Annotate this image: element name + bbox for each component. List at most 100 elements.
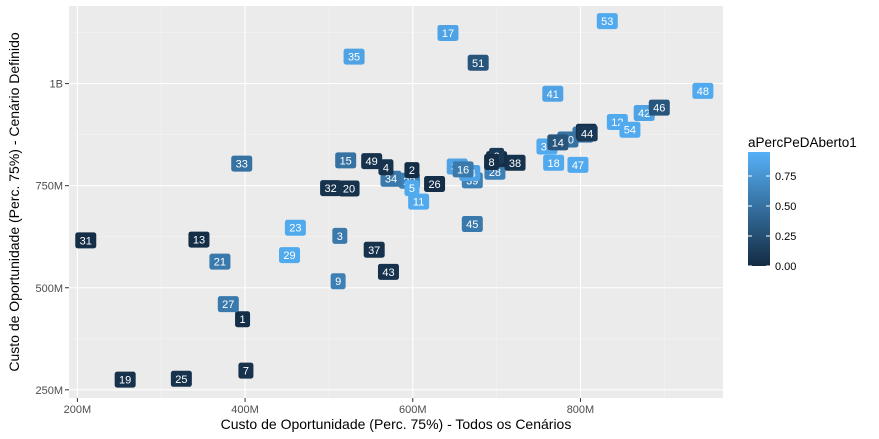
- data-point-label: 2: [409, 165, 415, 177]
- data-point-box: [114, 371, 136, 388]
- data-point-label: 18: [548, 158, 560, 170]
- data-point-box: [452, 161, 474, 178]
- data-point-box: [424, 176, 446, 193]
- data-point-14: 14: [547, 134, 569, 151]
- data-point-3: 3: [332, 227, 348, 244]
- data-point-44: 44: [576, 125, 598, 142]
- data-point-label: 1: [239, 314, 245, 326]
- data-point-16: 16: [452, 161, 474, 178]
- data-point-label: 41: [547, 89, 559, 101]
- data-point-38: 38: [504, 154, 526, 171]
- data-point-4: 4: [378, 159, 394, 176]
- data-point-32: 32: [320, 180, 342, 197]
- y-tick-label: 250M: [35, 385, 63, 397]
- data-point-box: [547, 134, 569, 151]
- data-point-box: [377, 263, 399, 280]
- y-axis-ticks: 250M 500M 750M 1B: [35, 79, 69, 397]
- data-point-label: 48: [697, 86, 709, 98]
- data-point-box: [361, 153, 383, 170]
- legend-tick-label: 0.00: [775, 261, 796, 273]
- data-point-box: [75, 232, 97, 249]
- data-point-label: 3: [337, 231, 343, 243]
- data-point-37: 37: [363, 241, 385, 258]
- grid-major: [69, 6, 723, 398]
- data-point-43: 43: [377, 263, 399, 280]
- plot-panel: [69, 6, 723, 398]
- data-point-46: 46: [648, 99, 670, 116]
- data-point-17: 17: [437, 24, 459, 41]
- data-point-label: 4: [383, 162, 389, 174]
- data-point-box: [619, 121, 641, 138]
- data-point-18: 18: [543, 154, 565, 171]
- data-point-label: 34: [385, 174, 397, 186]
- x-tick-label: 800M: [567, 404, 595, 416]
- data-point-label: 25: [175, 374, 187, 386]
- data-point-box: [330, 273, 346, 290]
- data-point-49: 49: [361, 153, 383, 170]
- data-point-box: [335, 152, 357, 169]
- data-point-box: [378, 159, 394, 176]
- grid-minor: [69, 6, 723, 398]
- data-point-51: 51: [467, 54, 489, 71]
- data-point-box: [543, 154, 565, 171]
- data-point-label: 5: [409, 183, 415, 195]
- data-point-label: 29: [283, 250, 295, 262]
- data-point-label: 45: [466, 219, 478, 231]
- legend-tick-label: 0.25: [775, 231, 796, 243]
- data-point-19: 19: [114, 371, 136, 388]
- data-point-box: [596, 13, 618, 30]
- data-point-label: 35: [348, 52, 360, 64]
- data-point-8: 8: [484, 153, 500, 170]
- data-point-box: [332, 227, 348, 244]
- data-point-27: 27: [217, 296, 239, 313]
- data-point-box: [461, 216, 483, 233]
- legend-tick-label: 0.50: [775, 201, 796, 213]
- data-point-label: 14: [552, 137, 564, 149]
- data-point-7: 7: [238, 362, 254, 379]
- data-point-23: 23: [284, 219, 306, 236]
- data-point-label: 49: [366, 156, 378, 168]
- data-point-9: 9: [330, 273, 346, 290]
- data-point-box: [484, 153, 500, 170]
- data-point-26: 26: [424, 176, 446, 193]
- data-point-box: [217, 296, 239, 313]
- legend-tick-label: 0.75: [775, 171, 796, 183]
- data-point-box: [576, 125, 598, 142]
- data-point-label: 11: [413, 197, 424, 209]
- data-point-29: 29: [279, 247, 301, 264]
- data-point-box: [404, 180, 420, 197]
- data-point-35: 35: [343, 48, 365, 65]
- data-point-label: 46: [653, 103, 665, 115]
- y-tick-label: 1B: [50, 79, 63, 91]
- data-point-label: 32: [324, 183, 336, 195]
- x-axis-title: Custo de Oportunidade (Perc. 75%) - Todo…: [221, 416, 572, 432]
- data-point-45: 45: [461, 216, 483, 233]
- data-point-13: 13: [188, 231, 210, 248]
- data-point-5: 5: [404, 180, 420, 197]
- data-point-box: [692, 82, 714, 99]
- data-point-label: 20: [343, 184, 355, 196]
- data-point-20: 20: [338, 180, 360, 197]
- data-point-label: 47: [572, 160, 584, 172]
- data-point-label: 27: [222, 299, 234, 311]
- y-axis-title: Custo de Oportunidade (Perc. 75%) - Cená…: [6, 32, 22, 372]
- data-point-box: [231, 155, 253, 172]
- data-point-label: 44: [581, 128, 593, 140]
- data-point-box: [567, 156, 589, 173]
- data-point-box: [437, 24, 459, 41]
- data-point-label: 38: [509, 158, 521, 170]
- data-point-label: 15: [340, 155, 352, 167]
- data-point-label: 43: [382, 267, 394, 279]
- data-point-54: 54: [619, 121, 641, 138]
- data-point-1: 1: [235, 311, 251, 328]
- data-point-33: 33: [231, 155, 253, 172]
- data-point-box: [408, 193, 430, 210]
- data-point-15: 15: [335, 152, 357, 169]
- legend-ticks: 0.75 0.50 0.25 0.00: [748, 171, 796, 273]
- legend-title: aPercPeDAberto1: [748, 135, 857, 150]
- data-point-label: 51: [472, 58, 484, 70]
- data-point-21: 21: [209, 253, 231, 270]
- data-point-label: 42: [638, 108, 650, 120]
- data-point-25: 25: [170, 370, 192, 387]
